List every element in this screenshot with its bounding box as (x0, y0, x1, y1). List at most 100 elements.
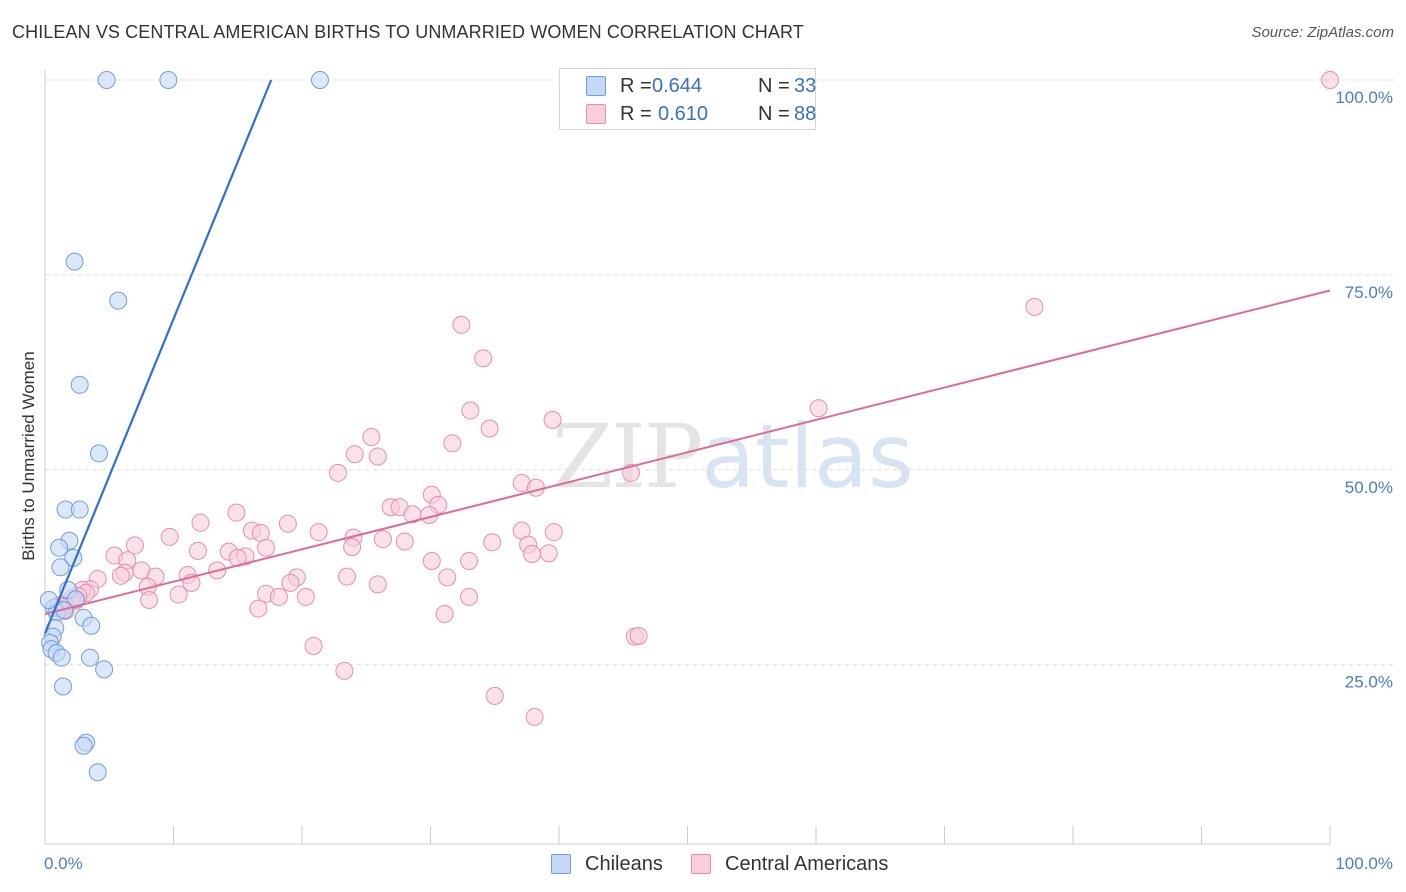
central-americans-point (543, 410, 562, 429)
gridlines (45, 79, 1395, 666)
central-americans-point (278, 514, 297, 533)
central-americans-point (335, 661, 354, 680)
chileans-point (159, 71, 178, 89)
central-americans-point (1321, 71, 1339, 89)
legend-n-value: 88 (794, 102, 817, 125)
central-americans-point (443, 434, 462, 453)
central-americans-point (309, 523, 328, 542)
central-americans-point (169, 585, 188, 604)
chileans-point (74, 736, 93, 755)
bottom-legend-label-chileans: Chileans (585, 852, 663, 875)
central-americans-point (480, 419, 499, 438)
y-tick-labels: 25.0% 50.0% 75.0% 100.0% (1335, 88, 1393, 692)
central-americans-point (460, 552, 479, 571)
chileans-point (52, 648, 71, 667)
central-americans-point (257, 538, 276, 557)
chileans-point (70, 500, 89, 519)
legend-swatch-chileans (586, 76, 606, 96)
legend-n-label: N = (758, 102, 790, 125)
chileans-point (80, 648, 99, 667)
central-americans-trend-line (44, 289, 1331, 615)
x-tick-label-min: 0.0% (44, 854, 83, 873)
legend-n-value: 33 (794, 74, 817, 97)
central-americans-point (1025, 297, 1044, 316)
chileans-point (89, 444, 108, 463)
central-americans-point (281, 573, 300, 592)
central-americans-point (362, 428, 381, 447)
central-americans-point (539, 544, 558, 563)
central-americans-point (523, 544, 542, 563)
central-americans-point (422, 552, 441, 571)
central-americans-point (296, 587, 315, 606)
central-americans-point (809, 399, 828, 418)
y-tick-label: 25.0% (1345, 673, 1393, 692)
legend-r-label: R = (620, 74, 652, 97)
central-americans-point (544, 523, 563, 542)
central-americans-point (337, 567, 356, 586)
y-tick-label: 100.0% (1335, 88, 1393, 107)
y-tick-label: 75.0% (1345, 283, 1393, 302)
chileans-point (310, 71, 329, 89)
chileans-point (50, 538, 69, 557)
chileans-point (82, 616, 101, 635)
central-americans-points (48, 71, 1339, 726)
central-americans-point (395, 532, 414, 551)
chileans-points (39, 71, 329, 782)
central-americans-point (160, 527, 179, 546)
legend-r-label: R = (620, 102, 652, 125)
bottom-legend-label-central-americans: Central Americans (725, 852, 889, 875)
central-americans-point (452, 315, 471, 334)
central-americans-point (483, 533, 502, 552)
chileans-point (70, 375, 89, 394)
central-americans-point (621, 463, 640, 482)
legend-r-value: 0.644 (652, 74, 703, 97)
central-americans-point (343, 537, 362, 556)
central-americans-point (461, 401, 480, 420)
central-americans-point (525, 707, 544, 726)
axes (44, 70, 1330, 845)
legend: R = 0.644 N = 33 R = 0.610 N = 88 (559, 68, 816, 130)
chileans-point (88, 763, 107, 782)
central-americans-point (368, 575, 387, 594)
chileans-point (95, 660, 114, 679)
bottom-legend-swatch-central-americans (691, 854, 711, 874)
central-americans-point (111, 566, 130, 585)
legend-n-label: N = (758, 74, 790, 97)
central-americans-point (140, 590, 159, 609)
central-americans-point (629, 626, 648, 645)
x-axis-ticks (44, 826, 1331, 844)
central-americans-point (474, 349, 493, 368)
central-americans-point (227, 503, 246, 522)
central-americans-point (485, 686, 504, 705)
chileans-point (109, 291, 128, 310)
chileans-trend-line (43, 79, 273, 634)
source-label: Source: ZipAtlas.com (1251, 24, 1394, 41)
chileans-point (66, 590, 85, 609)
chileans-point (39, 590, 58, 609)
central-americans-point (460, 587, 479, 606)
chileans-point (51, 558, 70, 577)
central-americans-point (125, 536, 144, 555)
legend-r-value: 0.610 (658, 102, 709, 125)
bottom-legend-swatch-chileans (551, 854, 571, 874)
central-americans-point (304, 636, 323, 655)
central-americans-point (345, 445, 364, 464)
central-americans-point (435, 605, 454, 624)
trend-lines (43, 79, 1331, 634)
x-tick-label-max: 100.0% (1335, 854, 1393, 873)
chileans-point (97, 71, 116, 89)
central-americans-point (328, 463, 347, 482)
central-americans-point (249, 599, 268, 618)
central-americans-point (188, 541, 207, 560)
y-tick-label: 50.0% (1345, 478, 1393, 497)
bottom-legend-chileans: Chileans (551, 851, 663, 877)
central-americans-point (373, 530, 392, 549)
chart-title: CHILEAN VS CENTRAL AMERICAN BIRTHS TO UN… (12, 22, 804, 42)
bottom-legend-central-americans: Central Americans (691, 851, 888, 877)
central-americans-point (526, 478, 545, 497)
legend-swatch-central-americans (586, 104, 606, 124)
chileans-point (53, 677, 72, 696)
central-americans-point (191, 513, 210, 532)
central-americans-point (368, 447, 387, 466)
